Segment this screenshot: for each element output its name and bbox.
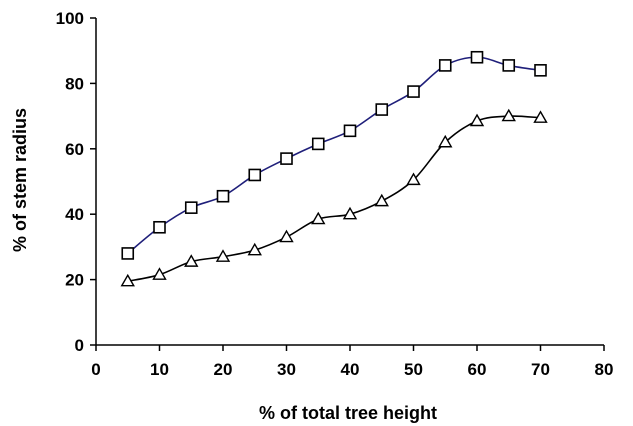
y-tick-label: 0 <box>75 336 84 355</box>
x-tick-label: 70 <box>531 360 550 379</box>
y-axis-title: % of stem radius <box>10 108 30 252</box>
x-tick-label: 0 <box>91 360 100 379</box>
x-tick-label: 30 <box>277 360 296 379</box>
series-triangle <box>120 108 548 287</box>
y-tick-label: 100 <box>56 9 84 28</box>
triangle-marker <box>469 113 485 127</box>
square-marker <box>407 85 420 98</box>
x-tick-label: 40 <box>341 360 360 379</box>
triangle-marker <box>438 134 453 148</box>
square-marker <box>438 59 452 72</box>
square-marker <box>280 152 293 165</box>
series-square <box>121 50 547 260</box>
series-line-triangle <box>127 115 541 283</box>
y-tick-label: 80 <box>65 74 84 93</box>
square-marker <box>343 124 357 138</box>
triangle-marker <box>184 254 199 267</box>
x-axis-title: % of total tree height <box>259 403 437 423</box>
x-tick-label: 50 <box>404 360 423 379</box>
square-marker <box>502 59 516 72</box>
square-marker <box>184 201 198 214</box>
square-marker <box>534 64 547 77</box>
series-line-square <box>127 56 541 255</box>
triangle-marker <box>501 108 516 122</box>
x-tick-label: 80 <box>595 360 614 379</box>
triangle-marker <box>374 193 389 207</box>
x-tick-label: 60 <box>468 360 487 379</box>
square-marker <box>470 50 484 64</box>
triangle-marker <box>215 249 231 262</box>
x-tick-label: 20 <box>214 360 233 379</box>
triangle-marker <box>533 110 548 123</box>
y-tick-label: 60 <box>65 140 84 159</box>
series-layer <box>120 50 548 287</box>
axes: 0 20 40 60 80 100 0 10 20 30 40 50 60 70 80 <box>56 9 614 379</box>
y-tick-label: 40 <box>65 205 84 224</box>
x-tick-label: 10 <box>150 360 169 379</box>
triangle-marker <box>311 211 326 225</box>
square-marker <box>153 220 166 234</box>
triangle-marker <box>247 242 262 256</box>
square-marker <box>121 247 135 260</box>
square-marker <box>216 189 230 203</box>
y-tick-label: 20 <box>65 271 84 290</box>
square-marker <box>248 168 262 182</box>
square-marker <box>311 137 325 151</box>
triangle-marker <box>152 267 167 280</box>
triangle-marker <box>406 172 421 186</box>
square-marker <box>375 103 389 116</box>
triangle-marker <box>279 229 294 243</box>
triangle-marker <box>120 273 135 287</box>
triangle-marker <box>342 206 358 220</box>
